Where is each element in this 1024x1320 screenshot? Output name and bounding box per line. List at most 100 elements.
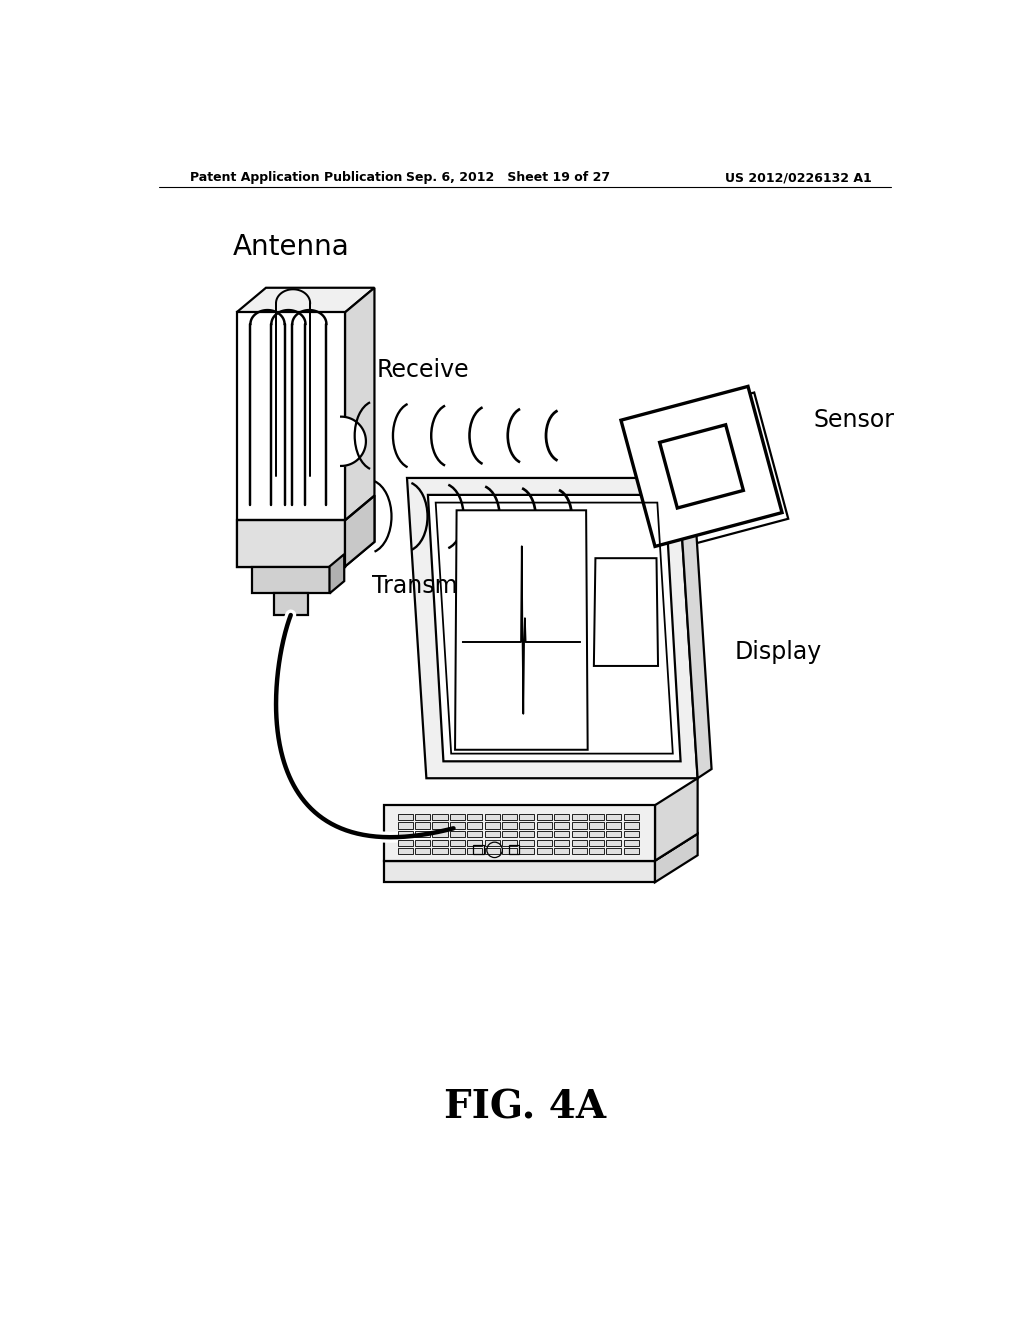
Bar — [537, 813, 552, 820]
Polygon shape — [655, 834, 697, 882]
Polygon shape — [655, 779, 697, 861]
Bar — [432, 840, 447, 846]
Bar — [502, 840, 517, 846]
Bar — [606, 849, 622, 854]
Bar — [450, 849, 465, 854]
Bar — [589, 840, 604, 846]
Bar — [537, 830, 552, 837]
Bar — [537, 822, 552, 829]
Polygon shape — [273, 594, 308, 615]
Bar — [432, 813, 447, 820]
Bar — [554, 830, 569, 837]
Bar — [484, 840, 500, 846]
Polygon shape — [345, 496, 375, 566]
Bar — [624, 822, 639, 829]
Polygon shape — [455, 511, 588, 750]
Polygon shape — [659, 425, 743, 508]
Bar — [415, 830, 430, 837]
Text: Sensor: Sensor — [814, 408, 895, 432]
Bar — [473, 845, 483, 854]
Text: Transmit: Transmit — [372, 574, 473, 598]
Bar — [467, 840, 482, 846]
Bar — [589, 849, 604, 854]
Bar — [606, 840, 622, 846]
Bar — [432, 849, 447, 854]
Bar — [519, 830, 535, 837]
Polygon shape — [594, 558, 658, 667]
Bar — [624, 849, 639, 854]
Polygon shape — [345, 288, 375, 566]
Bar — [484, 813, 500, 820]
Bar — [415, 813, 430, 820]
Polygon shape — [237, 313, 345, 566]
Bar — [589, 830, 604, 837]
Polygon shape — [621, 387, 782, 546]
Bar — [450, 830, 465, 837]
Bar — [502, 822, 517, 829]
Bar — [606, 830, 622, 837]
Text: Receive: Receive — [376, 358, 469, 381]
Bar — [397, 840, 413, 846]
Bar — [537, 849, 552, 854]
Text: Antenna: Antenna — [232, 232, 349, 261]
Text: Patent Application Publication: Patent Application Publication — [190, 172, 402, 185]
Polygon shape — [330, 554, 344, 594]
Bar — [502, 849, 517, 854]
Bar — [432, 822, 447, 829]
Bar — [606, 822, 622, 829]
Text: FIG. 4A: FIG. 4A — [443, 1088, 606, 1126]
Bar — [467, 830, 482, 837]
Bar — [450, 822, 465, 829]
Polygon shape — [237, 288, 375, 313]
Bar — [624, 813, 639, 820]
Bar — [397, 822, 413, 829]
Bar — [624, 840, 639, 846]
Bar — [606, 813, 622, 820]
Bar — [484, 830, 500, 837]
Polygon shape — [384, 861, 655, 882]
Bar — [589, 822, 604, 829]
Bar — [624, 830, 639, 837]
Bar — [467, 849, 482, 854]
Polygon shape — [252, 566, 330, 594]
Bar — [415, 822, 430, 829]
Bar — [502, 813, 517, 820]
Polygon shape — [678, 469, 712, 779]
Text: US 2012/0226132 A1: US 2012/0226132 A1 — [725, 172, 872, 185]
Bar — [484, 849, 500, 854]
Bar — [571, 849, 587, 854]
Polygon shape — [384, 834, 697, 861]
Text: Display: Display — [735, 640, 822, 664]
Bar — [554, 840, 569, 846]
Bar — [519, 840, 535, 846]
Bar — [519, 822, 535, 829]
Polygon shape — [407, 478, 697, 779]
Bar — [519, 813, 535, 820]
Bar — [554, 849, 569, 854]
Bar — [397, 849, 413, 854]
Bar — [450, 840, 465, 846]
Bar — [432, 830, 447, 837]
Bar — [509, 845, 519, 854]
Bar — [571, 813, 587, 820]
Bar — [554, 813, 569, 820]
Text: Sep. 6, 2012   Sheet 19 of 27: Sep. 6, 2012 Sheet 19 of 27 — [406, 172, 610, 185]
Bar — [397, 830, 413, 837]
Polygon shape — [428, 495, 681, 762]
Bar — [589, 813, 604, 820]
Polygon shape — [384, 805, 655, 861]
Bar — [519, 849, 535, 854]
Polygon shape — [237, 520, 345, 566]
Bar — [415, 840, 430, 846]
Bar — [537, 840, 552, 846]
Bar — [502, 830, 517, 837]
Bar — [571, 840, 587, 846]
Bar — [415, 849, 430, 854]
Bar — [467, 813, 482, 820]
Bar — [467, 822, 482, 829]
Polygon shape — [341, 417, 366, 466]
Bar — [397, 813, 413, 820]
Bar — [571, 830, 587, 837]
Bar — [450, 813, 465, 820]
Bar — [554, 822, 569, 829]
